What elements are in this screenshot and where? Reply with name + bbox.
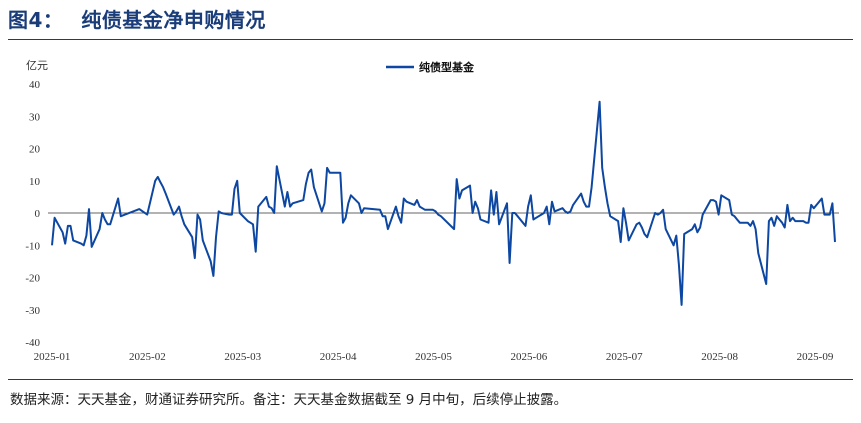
y-tick-label: 30	[29, 111, 41, 123]
x-tick-label: 2025-03	[224, 351, 261, 363]
x-tick-label: 2025-07	[606, 351, 643, 363]
figure-title: 图4： 纯债基金净申购情况	[8, 4, 266, 33]
y-tick-label: -20	[25, 273, 40, 285]
figure-number: 图4：	[8, 8, 64, 32]
x-tick-label: 2025-01	[34, 351, 71, 363]
y-tick-label: 0	[35, 208, 41, 220]
series-line-pure-bond-fund	[51, 100, 836, 306]
source-note: 数据来源：天天基金，财通证券研究所。备注：天天基金数据截至 9 月中旬，后续停止…	[10, 392, 568, 408]
y-axis-unit-label: 亿元	[26, 59, 48, 72]
x-tick-label: 2025-06	[511, 351, 548, 363]
y-tick-label: -40	[25, 337, 40, 349]
y-tick-label: 40	[29, 79, 41, 91]
x-tick-label: 2025-04	[320, 351, 357, 363]
x-axis-ticks: 2025-01 2025-02 2025-03 2025-04 2025-05 2025-…	[34, 351, 834, 363]
y-axis-ticks: 40 30 20 10 0 -10 -20 -30 -40	[25, 79, 40, 349]
footer-divider	[8, 379, 853, 380]
legend: 纯债型基金	[386, 60, 475, 74]
x-tick-label: 2025-05	[415, 351, 452, 363]
x-tick-label: 2025-08	[701, 351, 738, 363]
title-divider	[8, 39, 853, 40]
y-tick-label: 10	[29, 176, 41, 188]
y-tick-label: -10	[25, 240, 40, 252]
y-tick-label: -30	[25, 305, 40, 317]
y-tick-label: 20	[29, 144, 41, 156]
legend-label-pure-bond-fund: 纯债型基金	[419, 60, 475, 74]
x-tick-label: 2025-02	[129, 351, 166, 363]
x-tick-label: 2025-09	[797, 351, 834, 363]
figure-title-text: 纯债基金净申购情况	[81, 8, 266, 32]
